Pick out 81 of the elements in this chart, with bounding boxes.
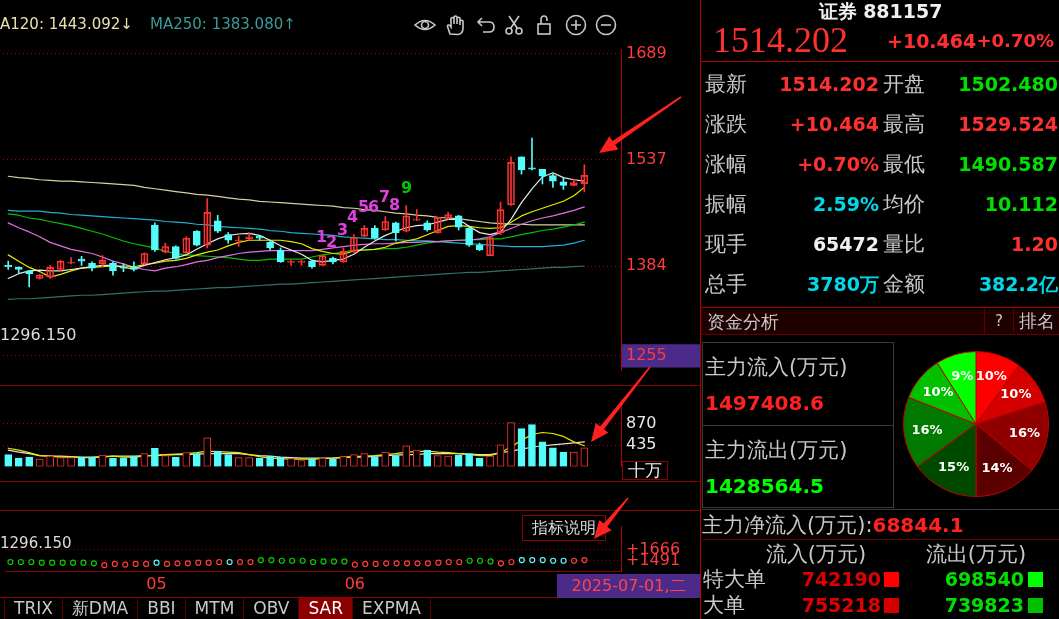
- y-tick-label: 1384: [626, 255, 667, 275]
- text: 698540: [943, 567, 1024, 592]
- annotation: 1296.150: [0, 325, 77, 344]
- data-label: 10%: [1000, 386, 1032, 402]
- data-label: 10%: [975, 368, 1007, 384]
- text: A120: 1443.092↓: [0, 15, 133, 33]
- text: 现手: [705, 231, 747, 258]
- text: +10.464: [887, 29, 977, 53]
- y-tick-label: 1689: [626, 42, 667, 62]
- annotation: 3: [337, 220, 349, 239]
- text: 1.20: [1010, 232, 1058, 257]
- data-label: 15%: [938, 459, 970, 475]
- text: 10.112: [983, 192, 1058, 217]
- text: 1514.202: [778, 72, 879, 97]
- annotation: 2: [326, 232, 338, 251]
- text: 主力流入(万元): [705, 354, 848, 380]
- text: SAR: [299, 598, 354, 619]
- text: 流入(万元): [764, 542, 868, 566]
- text: BBI: [138, 598, 186, 619]
- text: 资金分析: [707, 311, 779, 333]
- text: +10.464: [788, 112, 879, 137]
- text: 3780万: [806, 272, 879, 297]
- text: 1497408.6: [705, 391, 824, 415]
- text: TRIX: [4, 598, 63, 619]
- text: 742190: [801, 568, 881, 590]
- text: 1514.202: [713, 20, 848, 60]
- y-tick-label: 870: [626, 412, 657, 432]
- text: 739823: [943, 593, 1024, 618]
- text: 最低: [883, 151, 925, 178]
- annotation: 7: [379, 187, 391, 206]
- text: 68844.1: [872, 512, 964, 537]
- text: 总手: [705, 271, 747, 298]
- text: 382.2亿: [977, 272, 1058, 297]
- text: 涨幅: [705, 151, 747, 178]
- data-label: 14%: [981, 459, 1013, 475]
- text: MTM: [185, 598, 245, 619]
- data-label: 16%: [1008, 424, 1040, 440]
- text: +0.70%: [796, 152, 879, 177]
- text: 证券 881157: [817, 0, 944, 22]
- annotation: 指标说明: [522, 515, 606, 541]
- annotation: 9: [401, 178, 413, 197]
- text: 特大单: [703, 567, 766, 592]
- text: 主力流出(万元): [705, 437, 848, 463]
- data-label: 9%: [951, 368, 974, 384]
- text: 755218: [800, 593, 881, 618]
- x-tick-label: 05: [146, 573, 167, 593]
- text: 1502.480: [957, 72, 1058, 97]
- x-tick-label: 06: [344, 573, 366, 593]
- y-tick-label: 435: [626, 434, 657, 454]
- text: MA250: 1383.080↑: [150, 15, 296, 33]
- text: 大单: [703, 593, 745, 618]
- text: OBV: [244, 598, 300, 619]
- text: 金额: [883, 271, 925, 298]
- text: 主力净流入(万元):: [702, 511, 873, 539]
- text: 新DMA: [62, 598, 139, 619]
- text: 均价: [883, 191, 925, 218]
- annotation: 8: [389, 195, 401, 214]
- text: 开盘: [883, 71, 925, 98]
- text: 最新: [705, 71, 747, 98]
- text: 1529.524: [957, 112, 1058, 137]
- text: 1428564.5: [705, 474, 824, 498]
- text: 65472: [811, 232, 879, 257]
- data-label: 10%: [922, 383, 954, 399]
- text: 量比: [883, 231, 925, 258]
- text: +0.70%: [976, 30, 1054, 51]
- y-axis-title: 十万: [622, 460, 668, 480]
- data-label: 16%: [911, 421, 943, 437]
- text: 2025-07-01,二: [557, 574, 700, 598]
- text: 涨跌: [705, 111, 747, 138]
- annotation: 4: [347, 207, 359, 226]
- text: 最高: [883, 111, 925, 138]
- text: 振幅: [705, 191, 747, 218]
- y-tick-label: 1255: [626, 344, 667, 364]
- text: 排名: [1013, 309, 1059, 334]
- text: 2.59%: [812, 192, 879, 217]
- text: 流出(万元): [924, 542, 1028, 566]
- text: EXPMA: [353, 598, 431, 619]
- annotation: 1296.150: [0, 534, 72, 552]
- y-tick-label: 1537: [626, 148, 667, 168]
- text: 1490.587: [957, 152, 1058, 177]
- text: ?: [984, 309, 1013, 334]
